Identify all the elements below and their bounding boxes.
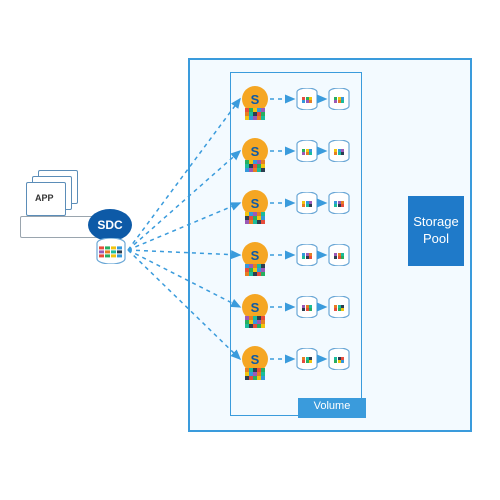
storage-cylinder-icon — [328, 348, 350, 370]
s-node: S — [242, 190, 268, 216]
storage-cylinder-icon — [328, 296, 350, 318]
app-card: APP — [26, 182, 66, 216]
storage-cylinder-icon — [296, 88, 318, 110]
storage-cylinder-icon — [296, 296, 318, 318]
color-blocks-icon — [302, 97, 312, 103]
sdc-node: SDC — [88, 209, 132, 241]
color-blocks-icon — [302, 201, 312, 207]
s-node: S — [242, 138, 268, 164]
storage-cylinder-icon — [328, 244, 350, 266]
diagram-canvas: Volume StoragePool APP SDC S S S S S S — [0, 0, 500, 500]
s-node: S — [242, 294, 268, 320]
app-stack: APP — [26, 170, 86, 220]
storage-cylinder-icon — [296, 348, 318, 370]
color-blocks-icon — [302, 253, 312, 259]
color-blocks-icon — [334, 357, 344, 363]
color-blocks-icon — [245, 264, 265, 276]
color-blocks-icon — [334, 97, 344, 103]
color-blocks-icon — [334, 305, 344, 311]
storage-cylinder-icon — [328, 192, 350, 214]
color-blocks-icon — [334, 201, 344, 207]
storage-pool-block: StoragePool — [408, 196, 464, 266]
color-blocks-icon — [302, 357, 312, 363]
s-node: S — [242, 242, 268, 268]
color-blocks-icon — [245, 160, 265, 172]
storage-cylinder-icon — [328, 88, 350, 110]
storage-cylinder-icon — [296, 192, 318, 214]
app-label: APP — [35, 193, 54, 203]
color-blocks-icon — [302, 305, 312, 311]
sdc-cylinder-icon — [96, 238, 126, 269]
color-blocks-icon — [245, 316, 265, 328]
s-node: S — [242, 346, 268, 372]
volume-label: Volume — [298, 398, 366, 418]
color-blocks-icon — [334, 253, 344, 259]
color-blocks-icon — [245, 368, 265, 380]
storage-cylinder-icon — [328, 140, 350, 162]
s-node: S — [242, 86, 268, 112]
storage-cylinder-icon — [296, 244, 318, 266]
storage-cylinder-icon — [296, 140, 318, 162]
color-blocks-icon — [245, 212, 265, 224]
color-blocks-icon — [334, 149, 344, 155]
color-blocks-icon — [245, 108, 265, 120]
color-blocks-icon — [302, 149, 312, 155]
